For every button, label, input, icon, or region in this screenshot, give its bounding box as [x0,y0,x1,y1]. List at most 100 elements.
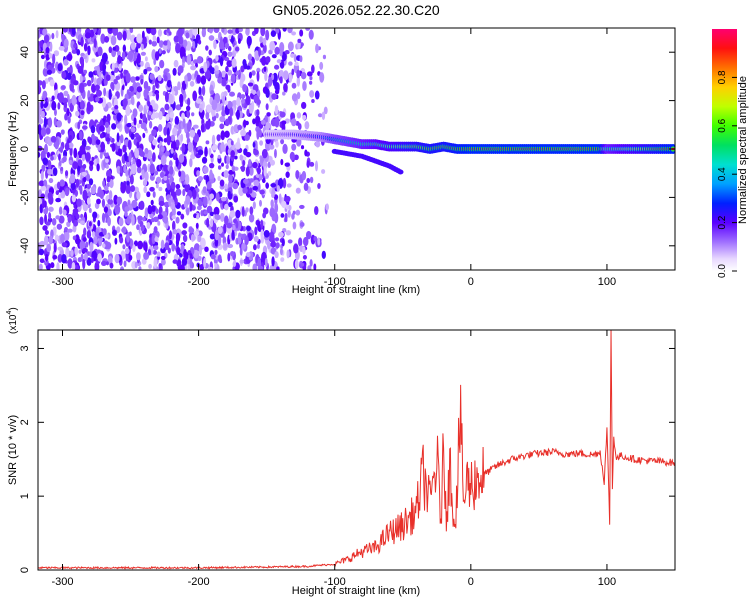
spectrogram-cell [252,201,256,210]
spectrogram-cell [64,187,70,197]
spectrogram-cell [282,70,289,81]
spectrogram-cell [38,248,45,256]
spectrogram-cell [196,205,202,211]
spectrogram-cell [64,113,68,121]
spectrogram-cell [245,28,250,36]
spectrogram-cell [136,166,141,174]
spectrogram-cell [274,89,280,95]
spectrogram-cell [158,200,165,207]
spectrogram-cell [230,73,236,84]
spectrogram-cell [217,254,222,263]
spectrogram-cell [116,132,120,143]
spectrogram-cell [293,243,299,254]
spectrogram-cell [240,129,247,137]
spectrogram-cell [101,212,106,223]
spectrogram-cell [173,86,179,92]
spectrogram-cell [267,171,272,176]
spectrogram-cell [294,61,299,67]
spectrogram-cell [253,149,259,156]
spectrogram-cell [153,257,158,269]
spectrogram-cell [39,258,45,264]
snr-y-tick-label: 3 [19,345,31,351]
spectrogram-cell [160,258,166,266]
spectrogram-cell [301,101,307,110]
spectrogram-cell [282,143,288,154]
spectrogram-cell [205,120,211,130]
spectrogram-cell [114,204,121,215]
spectrogram-cell [42,67,49,77]
spectrogram-cell [175,183,181,190]
spectrogram-cell [281,200,287,209]
spectrogram-cell [40,150,46,159]
spectrogram-cell [295,187,301,194]
spectrogram-cell [197,175,204,182]
spectrogram-cell [73,203,77,209]
spectrogram-cell [227,190,231,196]
spectrogram-cell [229,210,236,218]
spectrogram-cell [99,133,104,139]
spectrogram-cell [255,115,261,124]
spectrogram-cell [189,158,193,168]
spectrogram-cell [179,102,184,107]
spectrogram-cell [104,35,110,43]
spectrogram-cell [245,95,251,106]
spectrogram-cell [164,91,169,103]
spectrogram-cell [82,189,88,201]
spectrogram-cell [57,102,61,110]
spectrogram-cell [196,56,203,64]
spectrogram-cell [41,80,46,90]
spectrogram-cell [270,199,274,208]
snr-panel: -300 -200 -100 0 100 0 1 2 3 Height of straight… [6,307,676,597]
spectrogram-cell [68,159,73,165]
spectrogram-cell [91,230,96,238]
spectrogram-cell [315,140,321,148]
spectrogram-cell [155,91,160,101]
spectrogram-cell [48,212,52,220]
spectrogram-trace [263,129,675,175]
spectrogram-cell [43,116,48,128]
spectrogram-cell [47,64,53,71]
spectrogram-cell [105,74,111,81]
spectrogram-cell [299,55,303,63]
spectrogram-cell [217,165,222,170]
spectrogram-cell [221,109,226,117]
spectrogram-cell [267,76,273,87]
spectrogram-cell [223,91,228,97]
spectrogram-cell [111,82,115,92]
spectrogram-cell [39,216,44,226]
spectrogram-cell [140,51,146,56]
spectrogram-cell [252,118,256,125]
spectrogram-cell [73,43,77,49]
spectrogram-cell [166,135,172,142]
colorbar-gradient [712,29,737,271]
spectrogram-cell [53,116,57,127]
spectrogram-cell [100,33,106,44]
spectrogram-cell [79,220,85,225]
spectrogram-cell [177,81,181,91]
spectrogram-cell [139,74,144,80]
spectrogram-cell [219,179,225,187]
spectrogram-cell [271,93,277,100]
spectrogram-cell [99,189,105,200]
spectrogram-cell [274,117,280,128]
spectrogram-cell [181,112,185,120]
spectrogram-cell [279,41,285,53]
spectrogram-cell [275,242,280,249]
spectrogram-cell [236,97,241,107]
spectrogram-cell [317,183,321,189]
spectrogram-cell [302,114,307,121]
spectrogram-cell [298,237,303,247]
spectrogram-cell [174,116,180,126]
spectrogram-cell [225,164,229,170]
spectrogram-cell [120,266,125,270]
spectrogram-cell [208,147,212,156]
spectrogram-cell [127,50,134,61]
spectrogram-cell [250,89,257,94]
snr-x-tick-label: -200 [188,576,210,588]
spectrogram-cell [193,213,197,219]
spectrogram-x-tick-label: -100 [324,276,346,288]
spectrogram-cell [54,234,59,242]
spectrogram-cell [237,38,241,45]
spectrogram-cell [130,95,135,106]
spectrogram-cell [120,71,124,79]
